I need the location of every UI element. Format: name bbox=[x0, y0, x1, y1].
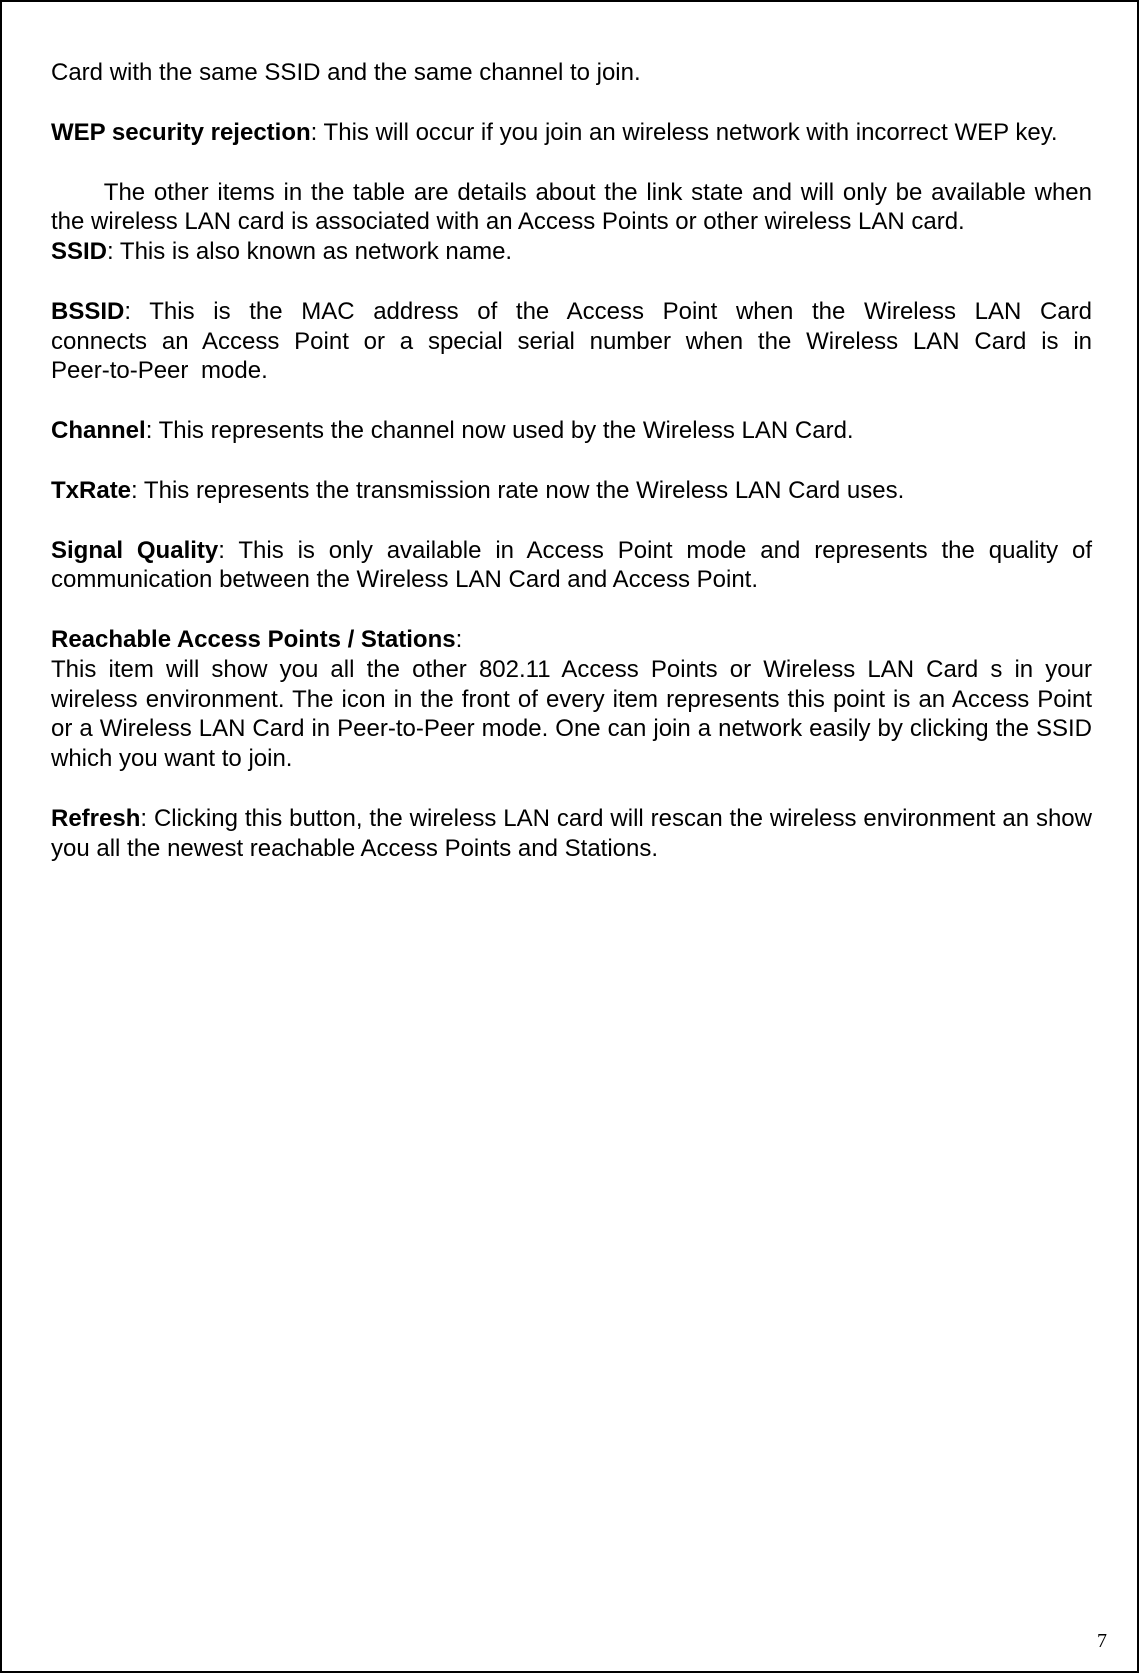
paragraph-signal: Signal Quality: This is only available i… bbox=[51, 536, 1092, 596]
paragraph-intro: Card with the same SSID and the same cha… bbox=[51, 58, 1092, 88]
page-content: Card with the same SSID and the same cha… bbox=[51, 58, 1092, 893]
label-channel: Channel bbox=[51, 417, 146, 444]
label-txrate: TxRate bbox=[51, 477, 131, 504]
label-signal: Signal Quality bbox=[51, 537, 218, 564]
text-other-items: The other items in the table are details… bbox=[51, 179, 1092, 236]
text-wep: : This will occur if you join an wireles… bbox=[311, 119, 1058, 146]
label-reachable: Reachable Access Points / Stations bbox=[51, 626, 456, 653]
text-bssid: : This is the MAC address of the Access … bbox=[51, 298, 1092, 385]
paragraph-bssid: BSSID: This is the MAC address of the Ac… bbox=[51, 297, 1092, 386]
document-page: Card with the same SSID and the same cha… bbox=[0, 0, 1139, 1673]
paragraph-reachable: Reachable Access Points / Stations: This… bbox=[51, 625, 1092, 774]
text-txrate: : This represents the transmission rate … bbox=[131, 477, 904, 504]
paragraph-other-items: The other items in the table are details… bbox=[51, 178, 1092, 238]
text-refresh: : Clicking this button, the wireless LAN… bbox=[51, 805, 1092, 862]
label-wep: WEP security rejection bbox=[51, 119, 311, 146]
text-intro: Card with the same SSID and the same cha… bbox=[51, 59, 641, 86]
label-refresh: Refresh bbox=[51, 805, 140, 832]
paragraph-ssid: SSID: This is also known as network name… bbox=[51, 237, 1092, 267]
page-number: 7 bbox=[1097, 1630, 1107, 1653]
paragraph-channel: Channel: This represents the channel now… bbox=[51, 416, 1092, 446]
text-ssid: : This is also known as network name. bbox=[107, 238, 512, 265]
text-reachable: This item will show you all the other 80… bbox=[51, 656, 1092, 772]
text-channel: : This represents the channel now used b… bbox=[146, 417, 854, 444]
label-bssid: BSSID bbox=[51, 298, 124, 325]
paragraph-refresh: Refresh: Clicking this button, the wirel… bbox=[51, 804, 1092, 864]
paragraph-txrate: TxRate: This represents the transmission… bbox=[51, 476, 1092, 506]
paragraph-wep: WEP security rejection: This will occur … bbox=[51, 118, 1092, 148]
colon-reachable: : bbox=[456, 626, 463, 653]
label-ssid: SSID bbox=[51, 238, 107, 265]
